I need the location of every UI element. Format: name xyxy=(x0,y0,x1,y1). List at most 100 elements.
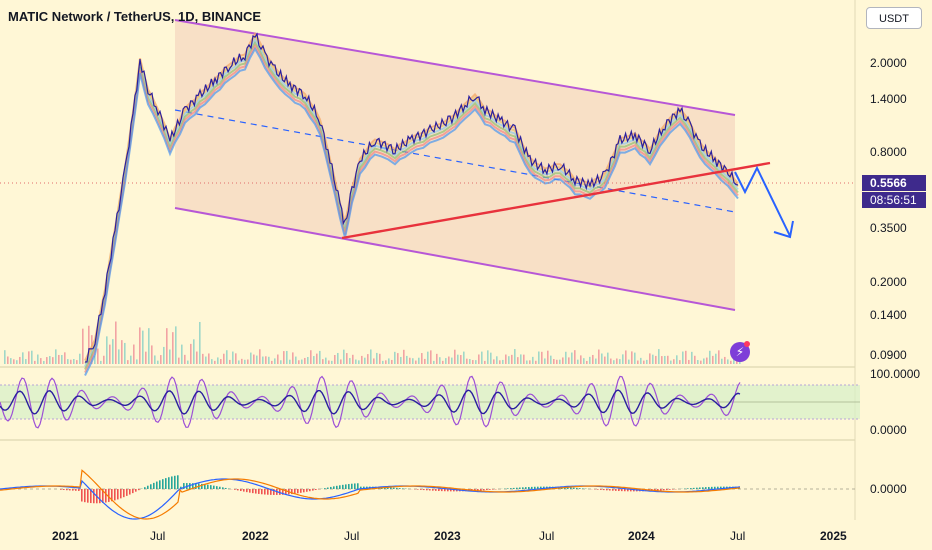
macd-histogram-bar xyxy=(333,486,335,489)
macd-histogram-bar xyxy=(297,489,299,494)
volume-bar xyxy=(265,356,267,364)
macd-histogram-bar xyxy=(669,489,671,490)
macd-signal-line xyxy=(0,469,741,520)
volume-bar xyxy=(646,359,648,364)
macd-histogram-bar xyxy=(699,487,701,489)
macd-histogram-bar xyxy=(192,483,194,489)
volume-bar xyxy=(592,354,594,364)
volume-bar xyxy=(421,353,423,364)
volume-bar xyxy=(637,360,639,364)
volume-bar xyxy=(52,357,54,364)
macd-histogram-bar xyxy=(93,489,95,504)
macd-histogram-bar xyxy=(126,489,128,496)
volume-bar xyxy=(115,321,117,364)
channel-lower-line[interactable] xyxy=(174,207,736,311)
macd-histogram-bar xyxy=(222,487,224,489)
volume-bar xyxy=(328,360,330,364)
volume-bar xyxy=(133,344,135,364)
macd-histogram-bar xyxy=(420,489,422,490)
macd-histogram-bar xyxy=(486,489,488,491)
projection-arrow[interactable] xyxy=(734,165,791,237)
macd-histogram-bar xyxy=(309,489,311,492)
volume-bar xyxy=(364,357,366,364)
lightning-icon[interactable]: ⚡ xyxy=(730,342,750,362)
macd-histogram-bar xyxy=(711,486,713,489)
macd-histogram-bar xyxy=(213,485,215,489)
volume-bar xyxy=(442,360,444,364)
macd-histogram-bar xyxy=(480,489,482,491)
volume-bar xyxy=(40,358,42,364)
volume-bar xyxy=(466,358,468,364)
macd-histogram-bar xyxy=(540,486,542,489)
macd-histogram-bar xyxy=(156,481,158,489)
macd-histogram-bar xyxy=(579,488,581,489)
macd-histogram-bar xyxy=(483,489,485,491)
volume-bar xyxy=(262,356,264,364)
volume-bar xyxy=(343,349,345,364)
volume-bar xyxy=(658,349,660,364)
volume-bar xyxy=(544,358,546,364)
volume-bar xyxy=(49,356,51,364)
macd-histogram-bar xyxy=(240,489,242,492)
channel-midline[interactable] xyxy=(174,109,736,213)
volume-bar xyxy=(616,358,618,364)
macd-histogram-bar xyxy=(108,489,110,502)
volume-bar xyxy=(394,351,396,364)
macd-histogram-bar xyxy=(315,489,317,491)
volume-bar xyxy=(337,352,339,364)
bar-countdown: 08:56:51 xyxy=(862,192,926,208)
volume-bar xyxy=(88,325,90,364)
macd-histogram-bar xyxy=(513,487,515,489)
oscillator-d-line xyxy=(0,389,741,415)
macd-histogram-bar xyxy=(597,489,599,490)
volume-bar xyxy=(157,360,159,364)
volume-bar xyxy=(292,352,294,364)
volume-bar xyxy=(286,350,288,364)
volume-bar xyxy=(682,351,684,364)
macd-histogram-bar xyxy=(522,487,524,489)
macd-histogram-bar xyxy=(306,489,308,492)
macd-histogram-bar xyxy=(390,487,392,489)
volume-bar xyxy=(652,354,654,364)
volume-bar xyxy=(712,355,714,364)
volume-bar xyxy=(331,360,333,364)
volume-bar xyxy=(55,349,57,364)
macd-histogram-bar xyxy=(216,486,218,489)
volume-bar xyxy=(613,360,615,364)
volume-bar xyxy=(187,360,189,364)
volume-bar xyxy=(481,351,483,364)
time-axis-label: 2023 xyxy=(434,529,461,543)
macd-histogram-bar xyxy=(543,486,545,489)
support-trendline[interactable] xyxy=(341,161,771,240)
volume-bar xyxy=(508,356,510,364)
volume-bar xyxy=(535,360,537,364)
volume-bar xyxy=(676,355,678,364)
macd-histogram-bar xyxy=(252,489,254,494)
volume-bar xyxy=(718,350,720,364)
volume-bar xyxy=(523,354,525,364)
macd-histogram-bar xyxy=(171,476,173,489)
macd-histogram-bar xyxy=(573,487,575,489)
volume-bar xyxy=(550,355,552,364)
volume-bar xyxy=(346,353,348,364)
macd-histogram-bar xyxy=(387,487,389,489)
macd-histogram-bar xyxy=(330,486,332,489)
volume-bar xyxy=(706,357,708,364)
volume-bar xyxy=(268,356,270,364)
currency-button[interactable]: USDT xyxy=(866,7,922,29)
volume-bar xyxy=(112,339,114,364)
volume-bar xyxy=(532,356,534,364)
volume-bar xyxy=(694,355,696,364)
volume-bar xyxy=(457,354,459,364)
volume-bar xyxy=(697,360,699,364)
volume-bar xyxy=(136,359,138,364)
macd-histogram-bar xyxy=(138,489,140,491)
volume-bar xyxy=(310,350,312,364)
channel-upper-line[interactable] xyxy=(174,19,736,116)
macd-histogram-bar xyxy=(663,489,665,491)
volume-bar xyxy=(19,356,21,364)
macd-histogram-bar xyxy=(447,489,449,492)
volume-bar xyxy=(196,351,198,364)
volume-bar xyxy=(628,359,630,364)
